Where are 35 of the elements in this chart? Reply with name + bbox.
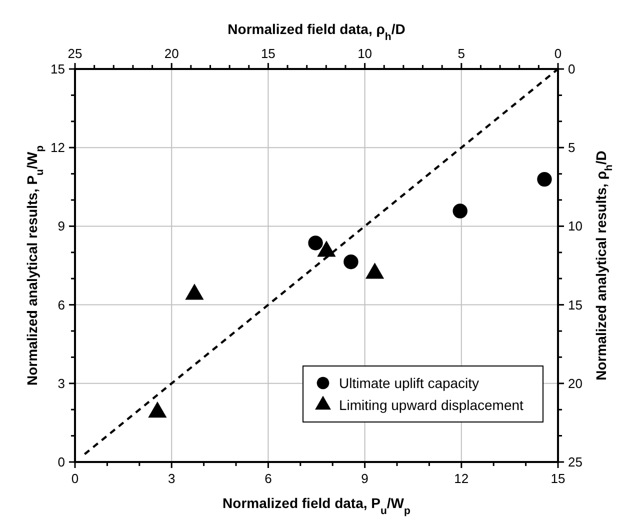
x-tick-label: 6 — [264, 471, 272, 486]
point — [185, 284, 204, 300]
x-tick-label: 12 — [454, 471, 469, 486]
y2-tick-label: 0 — [568, 62, 576, 76]
point — [148, 401, 167, 418]
point — [308, 236, 323, 250]
point — [452, 204, 468, 218]
y2-tick-label: 25 — [568, 454, 582, 470]
y-tick-label: 3 — [58, 376, 65, 391]
y2-tick-label: 10 — [568, 218, 582, 234]
y-tick-label: 6 — [58, 297, 65, 312]
x2-axis-title: Normalized field data, ρ$_{h}$/D — [228, 21, 406, 43]
y-tick-label: 12 — [50, 140, 65, 156]
y2-tick-label: 15 — [568, 297, 582, 312]
x-tick-label: 0 — [71, 471, 79, 486]
y-tick-label: 9 — [58, 218, 65, 234]
y2-tick-label: 20 — [568, 376, 582, 391]
x-tick-label: 3 — [168, 471, 176, 486]
x2-tick-label: 5 — [458, 46, 466, 61]
y2-tick-label: 5 — [568, 140, 576, 156]
x-tick-label: 15 — [550, 471, 566, 486]
x2-tick-label: 0 — [554, 46, 562, 61]
x2-tick-label: 15 — [260, 46, 276, 61]
legend-label: Ultimate uplift capacity — [339, 375, 480, 391]
point — [344, 254, 358, 270]
x-tick-label: 9 — [361, 471, 368, 486]
y-tick-label: 0 — [58, 454, 65, 470]
x2-tick-label: 10 — [358, 46, 372, 61]
x2-tick-label: 25 — [68, 46, 82, 61]
point — [537, 172, 552, 187]
legend-label: Limiting upward displacement — [339, 397, 524, 413]
x2-tick-label: 20 — [164, 46, 179, 61]
y-tick-label: 15 — [50, 62, 65, 76]
point — [365, 262, 384, 279]
x-axis-title: Normalized field data, P$_{u}$/W$_{p}$ — [222, 495, 410, 517]
